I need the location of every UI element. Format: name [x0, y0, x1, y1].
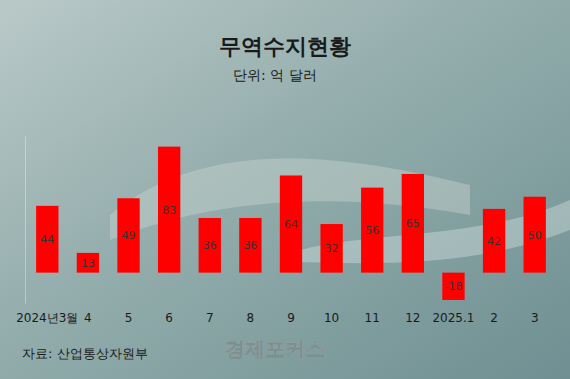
data-label: 44 — [40, 233, 54, 246]
data-label: 83 — [162, 204, 176, 217]
bar — [199, 218, 221, 273]
x-tick: 11 — [365, 303, 380, 325]
x-tick-label: 9 — [287, 311, 295, 325]
data-label: 32 — [325, 242, 339, 255]
data-label: 36 — [243, 239, 257, 252]
bar — [483, 209, 505, 273]
logo: 경제포커스 — [225, 337, 325, 361]
x-tick: 5 — [125, 303, 133, 325]
bar — [524, 197, 546, 273]
data-label: -18 — [444, 280, 462, 293]
x-tick: 7 — [206, 303, 214, 325]
data-label: 64 — [284, 218, 298, 231]
x-tick-label: 10 — [324, 311, 339, 325]
data-label: 56 — [365, 224, 379, 237]
x-tick: 9 — [287, 303, 295, 325]
title: 무역수지현황 — [219, 34, 351, 59]
x-tick-label: 8 — [247, 311, 255, 325]
data-label: 49 — [122, 229, 136, 242]
bar — [442, 273, 464, 300]
x-tick-label: 2025.1 — [432, 311, 474, 325]
x-tick-label: 4 — [84, 311, 92, 325]
bar — [36, 206, 58, 273]
source: 자료: 산업통상자원부 — [22, 346, 148, 361]
x-tick-label: 7 — [206, 311, 214, 325]
bar — [280, 175, 302, 272]
x-tick-label: 12 — [405, 311, 420, 325]
bar — [402, 174, 424, 273]
x-tick: 10 — [324, 303, 339, 325]
bar — [239, 218, 261, 273]
data-label: 65 — [406, 217, 420, 230]
subtitle: 단위: 억 달러 — [233, 67, 317, 83]
y-axis-line — [25, 137, 26, 304]
x-tick: 2024년3월 — [16, 303, 78, 325]
y-axis — [25, 137, 26, 304]
data-label: 13 — [81, 257, 95, 270]
x-tick: 2025.1 — [432, 303, 474, 325]
bar — [361, 188, 383, 273]
x-tick: 4 — [84, 303, 92, 325]
x-tick-label: 6 — [165, 311, 173, 325]
x-tick-label: 5 — [125, 311, 133, 325]
x-tick: 8 — [247, 303, 255, 325]
bar — [77, 253, 99, 273]
bars — [36, 147, 546, 300]
data-label: 50 — [528, 229, 542, 242]
x-tick: 2 — [490, 303, 498, 325]
x-tick-label: 3 — [531, 311, 539, 325]
bar — [158, 147, 180, 273]
x-tick: 6 — [165, 303, 173, 325]
x-tick: 12 — [405, 303, 420, 325]
chart: 무역수지현황단위: 억 달러44134983363664325665-18425… — [0, 0, 570, 379]
background — [0, 0, 570, 379]
x-tick-label: 2024년3월 — [16, 311, 78, 325]
x-axis: 2024년3월 4 5 6 7 8 9 10 11 12 2025.1 2 3 — [16, 303, 538, 325]
bar — [117, 198, 139, 272]
x-tick-label: 11 — [365, 311, 380, 325]
x-tick: 3 — [531, 303, 539, 325]
data-label: 36 — [203, 239, 217, 252]
data-labels: 44 13 49 83 36 36 64 32 56 65 -18 42 50 — [40, 204, 541, 294]
x-tick-label: 2 — [490, 311, 498, 325]
data-label: 42 — [487, 235, 501, 248]
bar — [320, 224, 342, 273]
